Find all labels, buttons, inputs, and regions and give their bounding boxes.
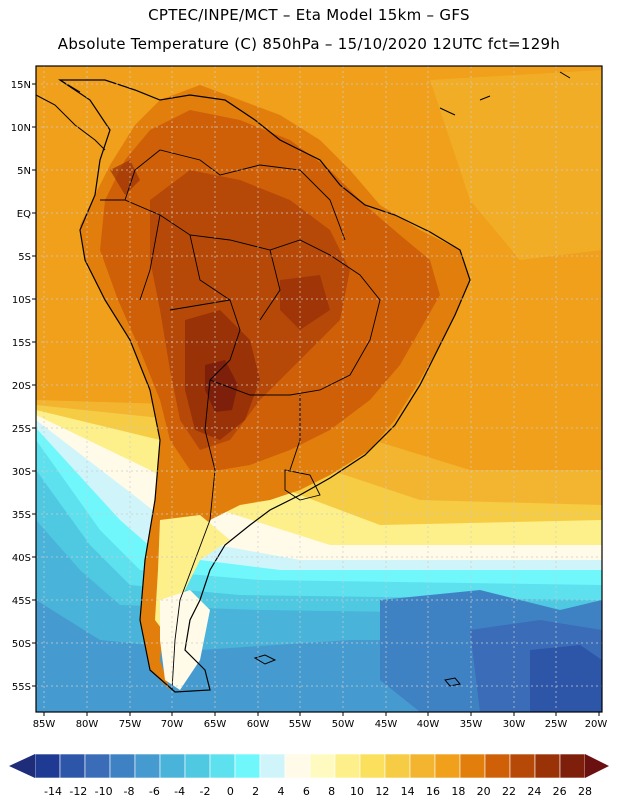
colorbar-label: 4 (278, 785, 285, 798)
colorbar-label: -14 (44, 785, 62, 798)
plot-frame (35, 65, 603, 713)
colorbar-box (59, 753, 86, 779)
colorbar-box (334, 753, 361, 779)
lat-axis: 15N 10N 5N EQ 5S 10S 15S 20S 25S 30S 35S… (11, 80, 31, 693)
colorbar-label: 6 (303, 785, 310, 798)
colorbar-box (184, 753, 211, 779)
colorbar-boxes (34, 753, 586, 779)
colorbar-label: 26 (553, 785, 567, 798)
title-line-1: CPTEC/INPE/MCT – Eta Model 15km – GFS (148, 6, 470, 24)
colorbar-box (284, 753, 311, 779)
colorbar-label: 22 (502, 785, 516, 798)
lon-label: 45W (375, 719, 398, 730)
colorbar-label: -6 (149, 785, 160, 798)
lon-label: 70W (161, 719, 184, 730)
colorbar-label: 18 (451, 785, 465, 798)
lon-label: 35W (460, 719, 483, 730)
colorbar-label: -2 (200, 785, 211, 798)
colorbar-box (384, 753, 411, 779)
colorbar-label: 0 (227, 785, 234, 798)
lat-label: 30S (12, 467, 31, 478)
colorbar-label: -4 (174, 785, 185, 798)
lat-label: 45S (12, 596, 31, 607)
lat-label: 5N (17, 166, 31, 177)
colorbar-box (259, 753, 286, 779)
lon-label: 65W (204, 719, 227, 730)
lat-label: 15S (12, 338, 31, 349)
colorbar-box (534, 753, 561, 779)
colorbar-box (434, 753, 461, 779)
lon-label: 25W (545, 719, 568, 730)
colorbar-box (84, 753, 111, 779)
colorbar-left-arrow (9, 754, 35, 778)
lon-label: 40W (417, 719, 440, 730)
lon-label: 80W (76, 719, 99, 730)
lon-label: 50W (332, 719, 355, 730)
lat-label: 35S (12, 510, 31, 521)
colorbar-box (409, 753, 436, 779)
colorbar-label: -10 (95, 785, 113, 798)
colorbar-label: 12 (375, 785, 389, 798)
lat-label: 50S (12, 639, 31, 650)
colorbar-box (359, 753, 386, 779)
colorbar-label: 24 (527, 785, 541, 798)
lat-label: 10S (12, 295, 31, 306)
lat-label: 25S (12, 424, 31, 435)
temperature-field (36, 66, 602, 712)
colorbar-label: 10 (350, 785, 364, 798)
colorbar-box (109, 753, 136, 779)
lat-label: 55S (12, 682, 31, 693)
lon-label: 20W (585, 719, 608, 730)
colorbar-box (209, 753, 236, 779)
lat-label: 40S (12, 553, 31, 564)
colorbar-label: 14 (401, 785, 415, 798)
colorbar-label: 16 (426, 785, 440, 798)
colorbar-box (459, 753, 486, 779)
lat-label: 5S (18, 252, 31, 263)
colorbar-labels: -14 -12 -10 -8 -6 -4 -2 0 2 4 6 8 10 12 14 16 18 20 22 24 26… (44, 785, 592, 798)
lat-label: 10N (11, 123, 31, 134)
colorbar-box (159, 753, 186, 779)
colorbar-label: -8 (124, 785, 135, 798)
lat-label: EQ (17, 209, 31, 220)
colorbar-label: 2 (252, 785, 259, 798)
colorbar-box (34, 753, 61, 779)
lon-label: 85W (33, 719, 56, 730)
graticule (36, 66, 602, 712)
title-line-2: Absolute Temperature (C) 850hPa – 15/10/… (57, 35, 561, 53)
colorbar-box (234, 753, 261, 779)
lon-label: 60W (247, 719, 270, 730)
lon-label: 55W (289, 719, 312, 730)
lat-label: 15N (11, 80, 31, 91)
lon-label: 75W (119, 719, 142, 730)
colorbar-box (134, 753, 161, 779)
colorbar-box (309, 753, 336, 779)
lon-label: 30W (503, 719, 526, 730)
colorbar-box (484, 753, 511, 779)
colorbar-label: 20 (477, 785, 491, 798)
colorbar-right-arrow (585, 754, 609, 778)
colorbar-label: 28 (578, 785, 592, 798)
colorbar-label: -12 (69, 785, 87, 798)
lat-label: 20S (12, 381, 31, 392)
colorbar-box (509, 753, 536, 779)
colorbar-label: 8 (328, 785, 335, 798)
colorbar-box (559, 753, 586, 779)
lon-axis: 85W 80W 75W 70W 65W 60W 55W 50W 45W 40W … (33, 719, 608, 730)
